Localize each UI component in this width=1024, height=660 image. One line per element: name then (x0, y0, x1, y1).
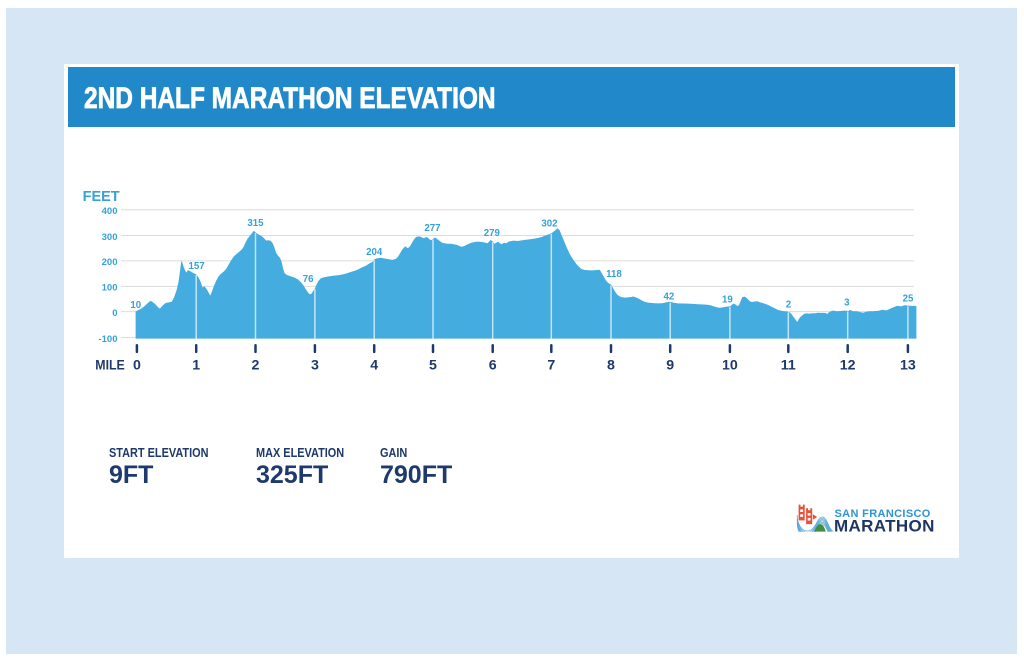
svg-text:2: 2 (786, 300, 791, 311)
svg-text:315: 315 (247, 218, 264, 229)
svg-text:0: 0 (112, 308, 117, 319)
svg-text:MILE: MILE (95, 358, 125, 374)
svg-text:300: 300 (102, 232, 118, 243)
svg-text:13: 13 (900, 358, 916, 374)
svg-text:10: 10 (130, 300, 141, 311)
svg-text:0: 0 (133, 358, 141, 374)
svg-text:8: 8 (607, 358, 615, 374)
svg-text:100: 100 (102, 283, 118, 294)
svg-text:25: 25 (903, 293, 914, 304)
svg-text:12: 12 (840, 358, 856, 374)
svg-text:204: 204 (366, 247, 383, 258)
svg-text:4: 4 (370, 358, 378, 374)
svg-text:7: 7 (547, 358, 555, 374)
svg-text:10: 10 (722, 358, 738, 374)
svg-text:SAN FRANCISCO: SAN FRANCISCO (835, 508, 931, 520)
svg-text:42: 42 (664, 292, 675, 303)
svg-text:2: 2 (252, 358, 260, 374)
svg-text:FEET: FEET (83, 189, 120, 205)
svg-text:1: 1 (192, 358, 200, 374)
svg-text:76: 76 (303, 274, 314, 285)
svg-text:6: 6 (489, 358, 497, 374)
svg-text:5: 5 (429, 358, 437, 374)
svg-text:3: 3 (311, 358, 319, 374)
svg-text:19: 19 (722, 295, 733, 306)
svg-text:9: 9 (666, 358, 674, 374)
svg-text:3: 3 (844, 298, 850, 309)
svg-text:200: 200 (102, 257, 118, 268)
svg-text:-100: -100 (98, 334, 117, 345)
svg-text:11: 11 (781, 358, 796, 374)
svg-text:MARATHON: MARATHON (834, 516, 935, 535)
svg-text:118: 118 (606, 269, 622, 280)
svg-text:400: 400 (102, 206, 118, 217)
svg-text:302: 302 (541, 219, 557, 230)
svg-text:279: 279 (484, 228, 501, 239)
svg-text:157: 157 (189, 261, 205, 272)
svg-text:277: 277 (424, 223, 440, 234)
